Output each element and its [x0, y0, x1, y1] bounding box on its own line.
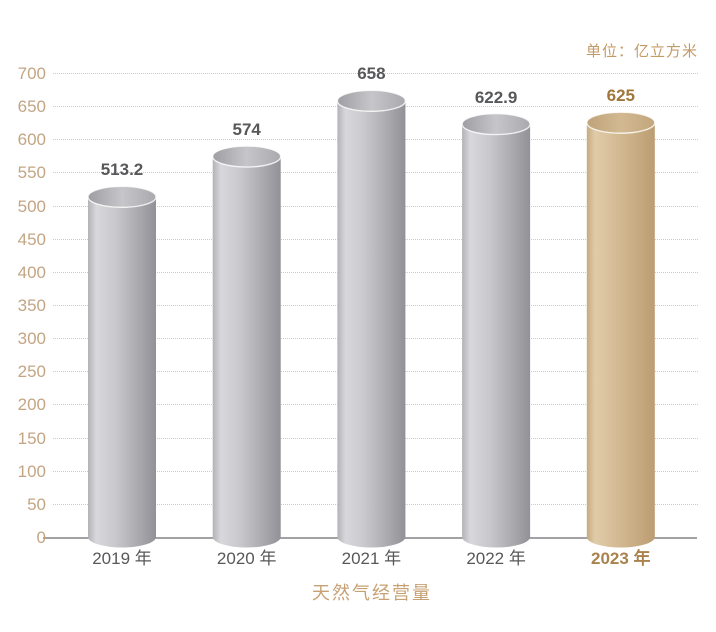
- y-tick-label-150: 150: [17, 428, 46, 448]
- bar-cap-2022: [461, 112, 531, 136]
- y-tick-label-100: 100: [17, 461, 46, 481]
- y-tick-label-300: 300: [17, 329, 46, 349]
- bar-body-2020: [212, 156, 281, 548]
- bar-cap-2023: [586, 111, 656, 134]
- value-label-2019: 513.2: [100, 160, 144, 180]
- gridline-700: [53, 73, 698, 74]
- y-tick-label-550: 550: [17, 163, 46, 183]
- value-label-2020: 574: [232, 120, 261, 140]
- x-label-2019: 2019 年: [92, 549, 152, 568]
- y-tick-label-450: 450: [17, 229, 46, 249]
- bar-cap-2020: [211, 145, 282, 168]
- y-tick-label-350: 350: [17, 296, 46, 315]
- value-label-2022: 622.9: [474, 87, 518, 107]
- y-tick-label-650: 650: [17, 97, 46, 117]
- x-label-2021: 2021 年: [341, 549, 402, 568]
- y-tick-label-700: 700: [17, 64, 46, 83]
- bar-body-2019: [88, 196, 156, 548]
- y-tick-label-500: 500: [17, 196, 46, 216]
- bar-body-2021: [337, 100, 406, 548]
- x-label-2023: 2023 年: [591, 549, 651, 568]
- y-tick-label-400: 400: [17, 262, 46, 282]
- unit-label: 单位：亿立方米: [585, 43, 698, 60]
- bar-cap-2019: [87, 185, 157, 209]
- x-label-2022: 2022 年: [466, 549, 526, 568]
- y-tick-label-50: 50: [27, 494, 46, 514]
- bar-body-2023: [586, 122, 655, 548]
- y-tick-label-600: 600: [17, 130, 46, 150]
- y-tick-label-250: 250: [17, 362, 46, 382]
- chart-title: 天然气经营量: [312, 583, 432, 603]
- y-tick-label-0: 0: [36, 528, 46, 547]
- y-tick-label-200: 200: [17, 395, 46, 415]
- bar-cap-2021: [336, 89, 407, 113]
- x-label-2020: 2020 年: [216, 549, 277, 568]
- value-label-2023: 625: [606, 86, 635, 106]
- value-label-2021: 658: [357, 64, 386, 84]
- bar-body-2022: [462, 124, 531, 548]
